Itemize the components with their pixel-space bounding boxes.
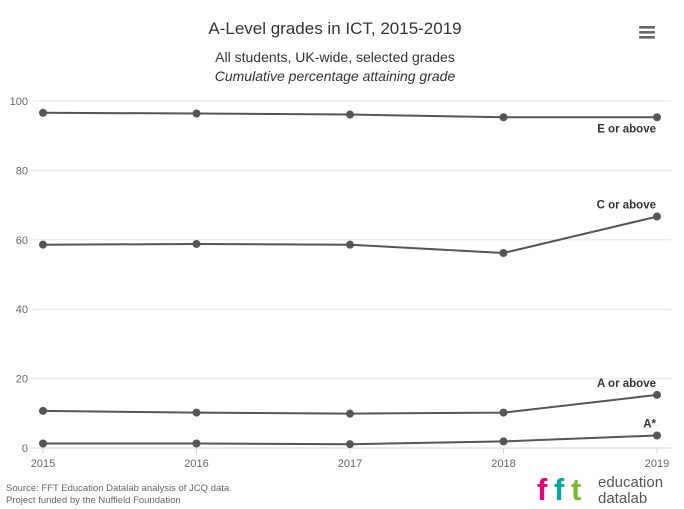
- x-tick-label: 2019: [645, 458, 669, 470]
- data-point[interactable]: [653, 212, 661, 221]
- logo-letter-t: t: [571, 472, 581, 507]
- credit-source: Source: FFT Education Datalab analysis o…: [6, 483, 230, 494]
- x-tick-label: 2017: [338, 458, 362, 470]
- data-point[interactable]: [499, 248, 508, 257]
- y-axis-ticks: 0 20 40 60 80 100: [10, 96, 28, 455]
- data-point[interactable]: [39, 108, 47, 117]
- data-point[interactable]: [192, 109, 201, 118]
- credit-funding: Project funded by the Nuffield Foundatio…: [6, 495, 181, 506]
- data-point[interactable]: [192, 408, 201, 417]
- x-tick-label: 2018: [491, 458, 515, 470]
- x-tick-label: 2015: [31, 458, 55, 470]
- data-point[interactable]: [346, 440, 354, 449]
- logo-word-education: education: [598, 474, 663, 491]
- y-tick-label: 0: [22, 443, 28, 455]
- logo-word-datalab: datalab: [598, 490, 647, 507]
- grid-lines: [33, 100, 671, 449]
- chart-subtitle-italic: Cumulative percentage attaining grade: [215, 68, 456, 84]
- logo-letter-f1: f: [537, 472, 548, 507]
- y-tick-label: 20: [16, 374, 28, 386]
- data-point[interactable]: [39, 439, 47, 448]
- series-labels: E or above C or above A or above A*: [597, 123, 657, 430]
- chart-subtitle: All students, UK-wide, selected grades: [215, 49, 455, 65]
- series-label: A*: [643, 419, 656, 431]
- data-point[interactable]: [192, 239, 201, 248]
- data-point[interactable]: [653, 390, 661, 399]
- series-2[interactable]: [39, 212, 661, 257]
- data-point[interactable]: [39, 240, 47, 249]
- series-3[interactable]: [39, 390, 661, 418]
- series-lines: [39, 108, 661, 449]
- hamburger-menu-icon[interactable]: [639, 26, 655, 39]
- y-tick-label: 80: [16, 165, 28, 177]
- y-tick-label: 60: [16, 235, 28, 247]
- data-point[interactable]: [653, 431, 661, 440]
- data-point[interactable]: [499, 408, 508, 417]
- logo-letter-f2: f: [554, 472, 565, 507]
- data-point[interactable]: [346, 240, 354, 249]
- data-point[interactable]: [192, 439, 201, 448]
- data-point[interactable]: [346, 409, 354, 418]
- chart-title: A-Level grades in ICT, 2015-2019: [208, 19, 461, 38]
- y-tick-label: 100: [10, 96, 28, 108]
- y-tick-label: 40: [16, 304, 28, 316]
- series-1[interactable]: [39, 108, 661, 122]
- data-point[interactable]: [653, 113, 661, 122]
- fft-datalab-logo[interactable]: f f t education datalab: [537, 472, 663, 507]
- x-tick-label: 2016: [184, 458, 208, 470]
- data-point[interactable]: [499, 437, 508, 446]
- data-point[interactable]: [346, 110, 354, 119]
- series-label: A or above: [597, 378, 656, 390]
- series-4[interactable]: [39, 431, 661, 449]
- x-axis-ticks: 2015 2016 2017 2018 2019: [31, 448, 669, 470]
- data-point[interactable]: [39, 406, 47, 415]
- data-point[interactable]: [499, 113, 508, 122]
- series-label: C or above: [597, 200, 656, 212]
- series-label: E or above: [597, 123, 656, 135]
